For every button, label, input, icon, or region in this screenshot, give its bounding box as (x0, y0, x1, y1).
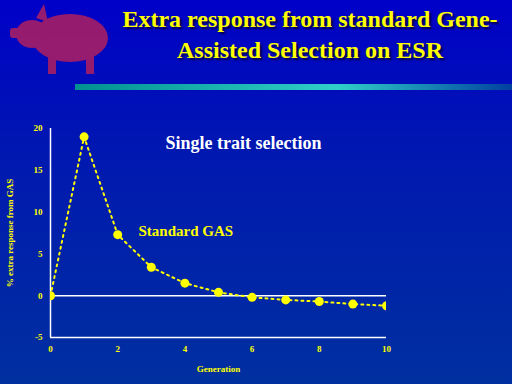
svg-text:Standard GAS: Standard GAS (139, 223, 234, 239)
svg-text:2: 2 (115, 344, 120, 354)
svg-text:10: 10 (34, 207, 44, 217)
svg-text:10: 10 (382, 344, 392, 354)
svg-text:8: 8 (317, 344, 322, 354)
svg-text:0: 0 (38, 291, 43, 301)
html-text:Extra response from standard G: Extra response from standard Gene-Assist… (122, 6, 498, 63)
svg-text:-5: -5 (35, 332, 43, 342)
svg-text:15: 15 (34, 165, 44, 175)
svg-text:20: 20 (34, 123, 44, 133)
svg-text:Single trait selection: Single trait selection (166, 133, 322, 153)
svg-text:0: 0 (48, 344, 53, 354)
svg-text:6: 6 (250, 344, 255, 354)
svg-text:4: 4 (183, 344, 188, 354)
svg-text:% extra response from GAS: % extra response from GAS (5, 179, 15, 288)
svg-text:5: 5 (38, 249, 43, 259)
svg-text:Generation: Generation (197, 364, 241, 374)
